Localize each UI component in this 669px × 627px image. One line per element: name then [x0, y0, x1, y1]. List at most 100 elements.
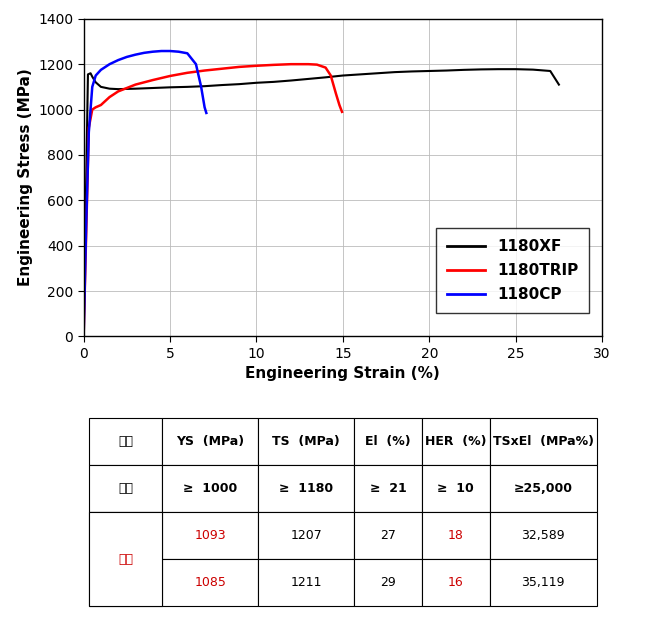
1180TRIP	[149, 76, 157, 84]
1180TRIP	[335, 101, 343, 108]
FancyBboxPatch shape	[422, 512, 490, 559]
1180XF	[443, 66, 451, 74]
Text: 1211: 1211	[290, 576, 322, 589]
1180TRIP	[326, 71, 334, 79]
Text: ≥25,000: ≥25,000	[514, 482, 573, 495]
FancyBboxPatch shape	[89, 512, 162, 606]
1180XF	[555, 81, 563, 88]
Line: 1180XF: 1180XF	[84, 69, 559, 337]
1180CP	[201, 103, 209, 111]
Text: El  (%): El (%)	[365, 435, 411, 448]
Text: 실적: 실적	[118, 552, 133, 566]
1180CP	[192, 60, 200, 68]
Text: TS  (MPa): TS (MPa)	[272, 435, 340, 448]
Line: 1180TRIP: 1180TRIP	[84, 64, 342, 337]
Legend: 1180XF, 1180TRIP, 1180CP: 1180XF, 1180TRIP, 1180CP	[436, 228, 589, 313]
1180XF	[131, 85, 140, 92]
1180CP	[88, 83, 96, 91]
1180XF	[356, 71, 364, 78]
1180CP	[175, 48, 183, 55]
1180TRIP	[313, 61, 321, 68]
FancyBboxPatch shape	[89, 418, 162, 465]
Text: 35,119: 35,119	[522, 576, 565, 589]
FancyBboxPatch shape	[89, 512, 162, 559]
1180XF	[149, 84, 157, 92]
FancyBboxPatch shape	[162, 418, 258, 465]
1180TRIP	[287, 60, 295, 68]
Text: 목표: 목표	[118, 482, 133, 495]
1180TRIP	[106, 93, 114, 101]
FancyBboxPatch shape	[354, 559, 422, 606]
Y-axis label: Engineering Stress (MPa): Engineering Stress (MPa)	[17, 69, 33, 287]
1180TRIP	[92, 103, 100, 111]
1180CP	[149, 48, 157, 55]
1180TRIP	[201, 66, 209, 74]
1180XF	[270, 78, 278, 86]
1180CP	[131, 51, 140, 58]
1180TRIP	[304, 60, 312, 68]
1180XF	[494, 65, 502, 73]
FancyBboxPatch shape	[89, 559, 162, 606]
1180TRIP	[322, 64, 330, 71]
FancyBboxPatch shape	[354, 418, 422, 465]
Text: 18: 18	[448, 529, 464, 542]
FancyBboxPatch shape	[258, 465, 354, 512]
1180CP	[82, 219, 90, 227]
1180TRIP	[114, 88, 122, 95]
FancyBboxPatch shape	[258, 512, 354, 559]
1180XF	[322, 73, 330, 81]
1180XF	[460, 66, 468, 73]
1180TRIP	[97, 101, 105, 108]
1180CP	[197, 83, 205, 91]
FancyBboxPatch shape	[354, 512, 422, 559]
1180CP	[202, 109, 210, 117]
1180TRIP	[252, 62, 260, 70]
1180XF	[408, 68, 416, 75]
Text: HER  (%): HER (%)	[425, 435, 486, 448]
1180XF	[201, 82, 209, 90]
FancyBboxPatch shape	[258, 418, 354, 465]
1180XF	[546, 67, 554, 75]
Text: 16: 16	[448, 576, 464, 589]
1180XF	[252, 79, 260, 87]
1180CP	[123, 53, 131, 61]
Text: TSxEl  (MPa%): TSxEl (MPa%)	[493, 435, 594, 448]
Text: 27: 27	[380, 529, 396, 542]
1180XF	[512, 65, 520, 73]
FancyBboxPatch shape	[490, 512, 597, 559]
1180XF	[106, 85, 114, 92]
1180TRIP	[338, 108, 346, 115]
Text: 구분: 구분	[118, 435, 133, 448]
FancyBboxPatch shape	[354, 465, 422, 512]
FancyBboxPatch shape	[162, 465, 258, 512]
1180XF	[92, 78, 100, 86]
FancyBboxPatch shape	[89, 465, 162, 512]
1180XF	[218, 82, 226, 89]
Text: 32,589: 32,589	[521, 529, 565, 542]
1180TRIP	[332, 90, 340, 97]
FancyBboxPatch shape	[422, 465, 490, 512]
Line: 1180CP: 1180CP	[84, 51, 206, 337]
1180TRIP	[270, 61, 278, 68]
1180XF	[477, 66, 485, 73]
1180TRIP	[218, 65, 226, 73]
Text: YS  (MPa): YS (MPa)	[176, 435, 244, 448]
1180XF	[287, 76, 295, 84]
1180XF	[183, 83, 191, 91]
1180CP	[85, 129, 93, 136]
1180TRIP	[85, 124, 93, 132]
Text: ≥  1000: ≥ 1000	[183, 482, 237, 495]
FancyBboxPatch shape	[490, 559, 597, 606]
1180TRIP	[235, 63, 244, 71]
FancyBboxPatch shape	[162, 559, 258, 606]
1180XF	[425, 67, 434, 75]
Text: ≥  10: ≥ 10	[438, 482, 474, 495]
FancyBboxPatch shape	[422, 559, 490, 606]
1180XF	[166, 83, 174, 91]
1180XF	[529, 66, 537, 73]
1180XF	[391, 68, 399, 76]
Text: 1093: 1093	[195, 529, 226, 542]
1180CP	[97, 66, 105, 73]
Text: 1207: 1207	[290, 529, 322, 542]
FancyBboxPatch shape	[258, 559, 354, 606]
